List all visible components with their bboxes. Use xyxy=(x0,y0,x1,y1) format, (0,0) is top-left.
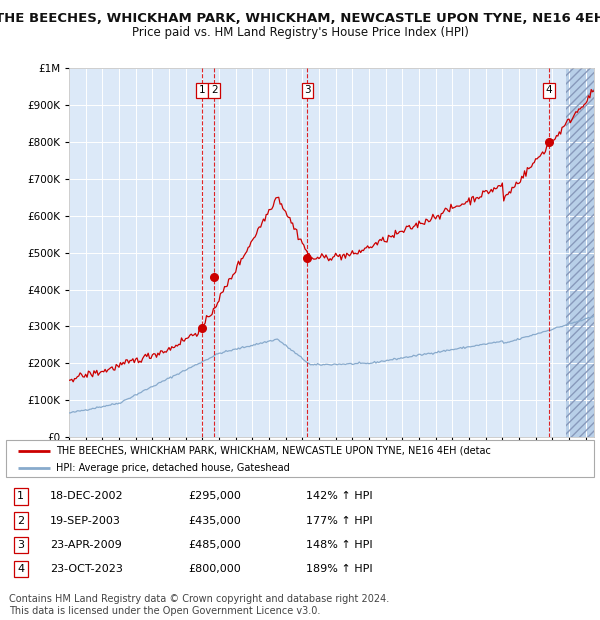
Text: 3: 3 xyxy=(17,540,24,550)
Text: 23-APR-2009: 23-APR-2009 xyxy=(50,540,122,550)
Text: THE BEECHES, WHICKHAM PARK, WHICKHAM, NEWCASTLE UPON TYNE, NE16 4EH: THE BEECHES, WHICKHAM PARK, WHICKHAM, NE… xyxy=(0,12,600,25)
Text: 3: 3 xyxy=(304,86,311,95)
Text: 23-OCT-2023: 23-OCT-2023 xyxy=(50,564,123,574)
Text: 148% ↑ HPI: 148% ↑ HPI xyxy=(306,540,373,550)
Text: 2: 2 xyxy=(17,516,24,526)
Text: Contains HM Land Registry data © Crown copyright and database right 2024.
This d: Contains HM Land Registry data © Crown c… xyxy=(9,594,389,616)
Text: 177% ↑ HPI: 177% ↑ HPI xyxy=(306,516,373,526)
Text: £295,000: £295,000 xyxy=(188,491,241,502)
Text: 19-SEP-2003: 19-SEP-2003 xyxy=(50,516,121,526)
Text: £800,000: £800,000 xyxy=(188,564,241,574)
Text: Price paid vs. HM Land Registry's House Price Index (HPI): Price paid vs. HM Land Registry's House … xyxy=(131,26,469,39)
Text: THE BEECHES, WHICKHAM PARK, WHICKHAM, NEWCASTLE UPON TYNE, NE16 4EH (detac: THE BEECHES, WHICKHAM PARK, WHICKHAM, NE… xyxy=(56,446,491,456)
Bar xyxy=(566,68,594,437)
Text: 18-DEC-2002: 18-DEC-2002 xyxy=(50,491,124,502)
Text: 142% ↑ HPI: 142% ↑ HPI xyxy=(306,491,373,502)
Bar xyxy=(566,68,594,437)
Text: £435,000: £435,000 xyxy=(188,516,241,526)
Text: £485,000: £485,000 xyxy=(188,540,241,550)
Text: 4: 4 xyxy=(17,564,24,574)
Text: 189% ↑ HPI: 189% ↑ HPI xyxy=(306,564,373,574)
Text: 1: 1 xyxy=(17,491,24,502)
Text: HPI: Average price, detached house, Gateshead: HPI: Average price, detached house, Gate… xyxy=(56,463,290,472)
Text: 2: 2 xyxy=(211,86,218,95)
Text: 1: 1 xyxy=(199,86,205,95)
Text: 4: 4 xyxy=(546,86,553,95)
